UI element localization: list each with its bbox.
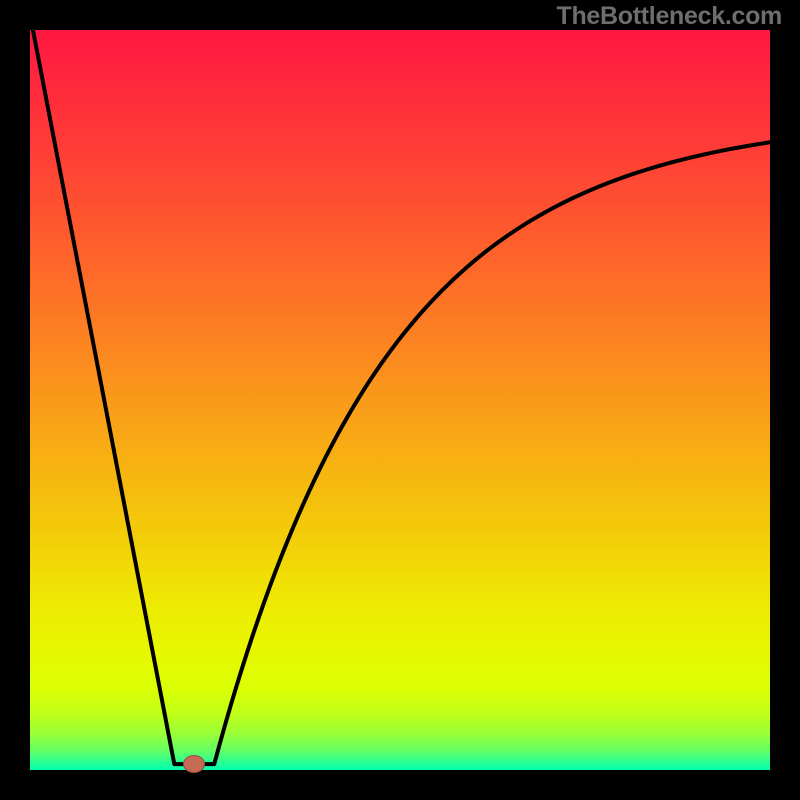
bottleneck-curve <box>33 30 770 764</box>
chart-container: TheBottleneck.com <box>0 0 800 800</box>
curve-svg <box>30 30 770 770</box>
plot-area <box>30 30 770 770</box>
watermark-text: TheBottleneck.com <box>556 2 782 31</box>
optimal-point-marker <box>183 755 205 773</box>
